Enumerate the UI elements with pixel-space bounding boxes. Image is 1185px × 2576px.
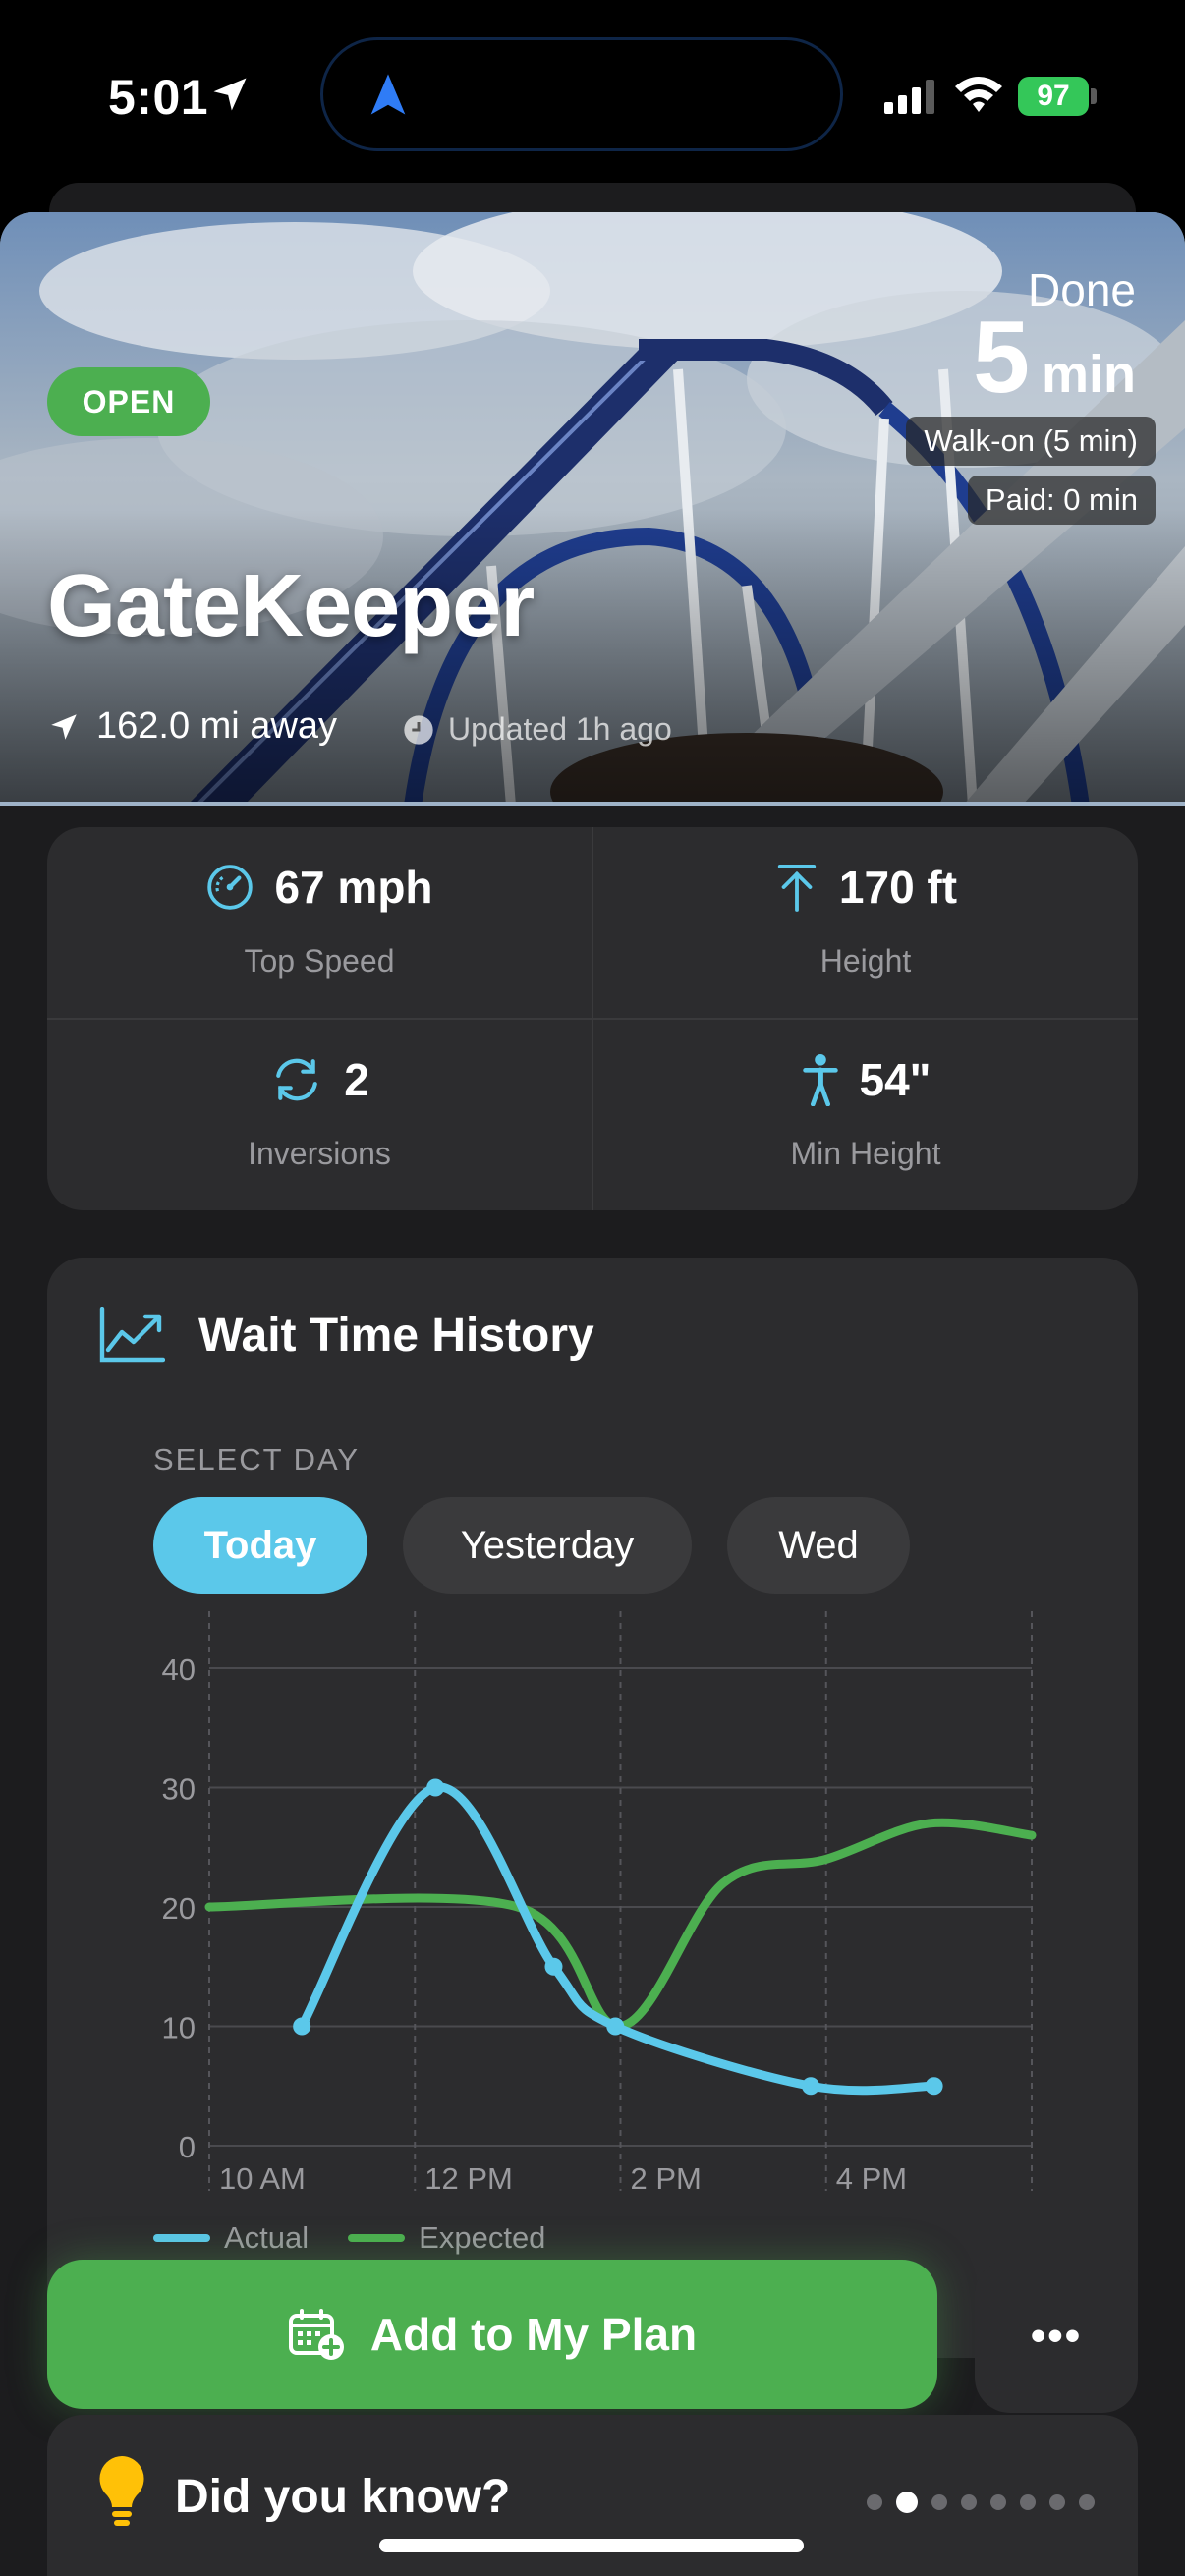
chart-legend: Actual Expected bbox=[153, 2220, 585, 2256]
walk-on-pill: Walk-on (5 min) bbox=[906, 417, 1156, 466]
legend-expected: Expected bbox=[348, 2220, 545, 2256]
stat-value: 2 bbox=[344, 1054, 369, 1105]
add-to-plan-label: Add to My Plan bbox=[369, 2309, 698, 2360]
y-tick-label: 0 bbox=[179, 2130, 196, 2164]
did-you-know-title: Did you know? bbox=[175, 2471, 511, 2523]
page-dot[interactable] bbox=[1020, 2494, 1036, 2510]
x-tick-label: 10 AM bbox=[219, 2161, 306, 2196]
cellular-signal-icon bbox=[884, 80, 934, 114]
data-point-actual bbox=[802, 2077, 820, 2096]
updated-text: Updated 1h ago bbox=[448, 711, 672, 747]
ride-title: GateKeeper bbox=[47, 557, 535, 655]
status-time: 5:01 bbox=[108, 70, 209, 125]
x-tick-label: 12 PM bbox=[424, 2161, 513, 2196]
legend-actual: Actual bbox=[153, 2220, 309, 2256]
battery-level: 97 bbox=[1018, 77, 1089, 116]
data-point-actual bbox=[426, 1778, 445, 1797]
stat-value: 170 ft bbox=[838, 862, 958, 913]
status-bar: 5:01 97 bbox=[0, 0, 1185, 187]
wait-history-header: Wait Time History bbox=[98, 1307, 594, 1364]
page-dot[interactable] bbox=[990, 2494, 1006, 2510]
stat-top-speed: 67 mph Top Speed bbox=[47, 827, 592, 1018]
stat-label: Inversions bbox=[248, 1136, 391, 1171]
distance-row: 162.0 mi away bbox=[47, 705, 337, 748]
speedometer-icon bbox=[207, 865, 254, 910]
stat-label: Min Height bbox=[790, 1136, 941, 1171]
x-tick-label: 4 PM bbox=[836, 2161, 907, 2196]
ride-stats-card: 67 mph Top Speed 170 ft Height 2 Inversi… bbox=[47, 827, 1138, 1210]
wait-time-number: 5 bbox=[973, 301, 1030, 415]
status-badge: OPEN bbox=[47, 367, 210, 436]
legend-swatch-expected bbox=[348, 2234, 406, 2242]
location-arrow-icon bbox=[51, 713, 77, 740]
lightbulb-icon bbox=[99, 2456, 144, 2526]
stat-label: Height bbox=[819, 943, 912, 979]
wait-time-unit: min bbox=[1041, 345, 1136, 404]
add-to-plan-button[interactable]: Add to My Plan bbox=[47, 2260, 937, 2409]
stat-height: 170 ft Height bbox=[593, 827, 1138, 1018]
legend-label-actual: Actual bbox=[224, 2220, 310, 2255]
distance-text: 162.0 mi away bbox=[96, 705, 338, 747]
data-point-actual bbox=[925, 2077, 943, 2096]
tab-yesterday[interactable]: Yesterday bbox=[403, 1497, 692, 1594]
wait-history-title: Wait Time History bbox=[198, 1309, 594, 1362]
series-line-expected bbox=[204, 1818, 1037, 2031]
legend-label-expected: Expected bbox=[419, 2220, 546, 2255]
stats-divider-horizontal bbox=[47, 1018, 1138, 1020]
stat-inversions: 2 Inversions bbox=[47, 1020, 592, 1210]
navigation-arrow-icon bbox=[370, 74, 406, 115]
page-dot[interactable] bbox=[1079, 2494, 1095, 2510]
y-tick-label: 30 bbox=[162, 1772, 196, 1807]
clock-icon bbox=[404, 714, 433, 745]
page-dot[interactable] bbox=[896, 2492, 918, 2513]
y-tick-label: 10 bbox=[162, 2011, 196, 2045]
wifi-icon bbox=[955, 77, 1002, 112]
wait-status-label: Done bbox=[1028, 264, 1136, 315]
arrow-up-to-line-icon bbox=[777, 865, 817, 912]
page-dot[interactable] bbox=[961, 2494, 977, 2510]
data-point-actual bbox=[544, 1957, 563, 1976]
paid-pill: Paid: 0 min bbox=[967, 476, 1156, 525]
calendar-add-icon bbox=[288, 2309, 344, 2360]
page-dot[interactable] bbox=[931, 2494, 947, 2510]
loop-arrows-icon bbox=[276, 1058, 318, 1101]
y-tick-label: 20 bbox=[162, 1891, 196, 1926]
more-options-button[interactable]: ••• bbox=[975, 2260, 1138, 2413]
data-point-actual bbox=[293, 2017, 311, 2036]
wait-time-chart: 0 10 20 30 40 10 AM 12 PM 2 PM 4 PM bbox=[162, 1611, 1037, 2196]
line-chart-icon bbox=[99, 1307, 165, 1363]
stat-value: 54" bbox=[859, 1054, 931, 1105]
wait-time: 5 min bbox=[973, 307, 1136, 409]
y-tick-label: 40 bbox=[162, 1652, 196, 1687]
data-point-actual bbox=[606, 2017, 625, 2036]
select-day-label: SELECT DAY bbox=[153, 1442, 361, 1477]
home-indicator[interactable] bbox=[379, 2539, 804, 2552]
x-tick-label: 2 PM bbox=[631, 2161, 702, 2196]
stat-label: Top Speed bbox=[244, 943, 395, 979]
person-icon bbox=[802, 1053, 838, 1106]
stat-min-height: 54" Min Height bbox=[593, 1020, 1138, 1210]
series-line-actual bbox=[297, 1782, 939, 2096]
page-dot[interactable] bbox=[867, 2494, 882, 2510]
page-dot[interactable] bbox=[1049, 2494, 1065, 2510]
stat-value: 67 mph bbox=[274, 862, 433, 913]
ride-hero: OPEN Done 5 min Walk-on (5 min) Paid: 0 … bbox=[0, 212, 1185, 806]
dynamic-island[interactable] bbox=[320, 37, 843, 151]
tab-today[interactable]: Today bbox=[153, 1497, 367, 1594]
location-arrow-icon bbox=[213, 78, 247, 111]
legend-swatch-actual bbox=[153, 2234, 210, 2242]
wait-history-card: Wait Time History SELECT DAY Today Yeste… bbox=[47, 1258, 1138, 2358]
updated-row: Updated 1h ago bbox=[403, 711, 672, 748]
hero-divider bbox=[0, 802, 1185, 806]
battery-nub bbox=[1091, 88, 1097, 104]
tab-wed[interactable]: Wed bbox=[727, 1497, 910, 1594]
page-indicator[interactable] bbox=[867, 2492, 1108, 2513]
